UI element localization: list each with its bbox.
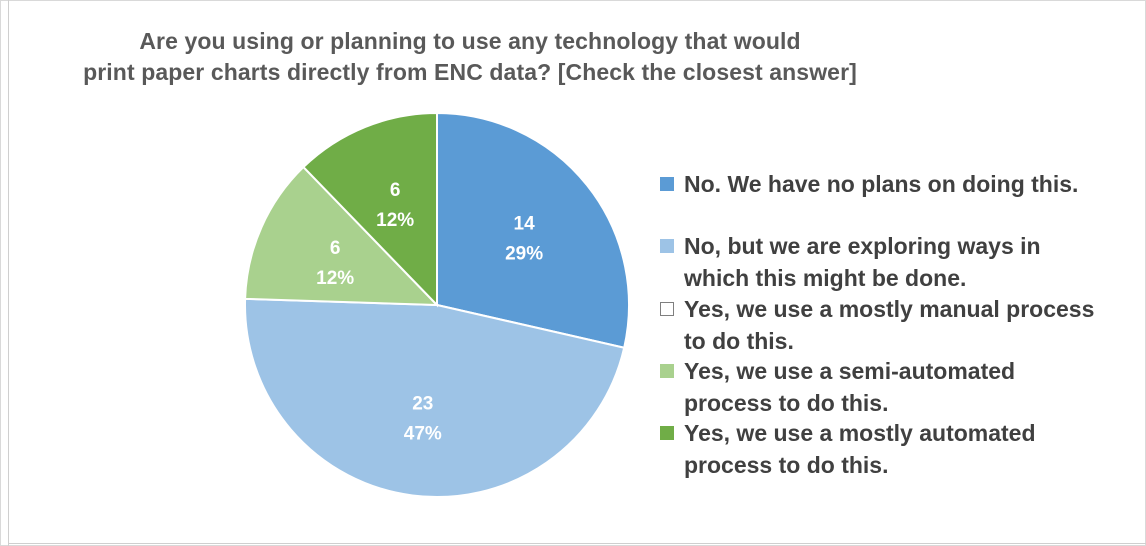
legend-item-3-text-line-0: Yes, we use a semi-automated — [684, 358, 1016, 384]
pie-slice-1-value-label: 23 — [412, 393, 433, 414]
pie-slice-1 — [244, 297, 626, 498]
legend-item-3: Yes, we use a semi-automated process to d… — [660, 355, 1140, 419]
legend-item-2: Yes, we use a mostly manual process to do… — [660, 293, 1140, 357]
legend-item-0-text-line-0: No. We have no plans on doing this. — [684, 171, 1079, 197]
pie-slice-3 — [244, 165, 440, 307]
legend-item-4-text-line-1: process to do this. — [684, 452, 889, 478]
chart-title-line-1: Are you using or planning to use any tec… — [139, 28, 801, 54]
legend-item-2-text-line-1: to do this. — [684, 328, 794, 354]
pie-slice-3-percent-label: 12% — [316, 268, 354, 289]
legend-item-4: Yes, we use a mostly automated process to… — [660, 417, 1140, 481]
legend-item-1-text-line-0: No, but we are exploring ways in — [684, 233, 1041, 259]
chart-title-line-2: print paper charts directly from ENC dat… — [83, 59, 857, 85]
legend-item-3-text-line-1: process to do this. — [684, 390, 889, 416]
legend-swatch-0 — [660, 177, 674, 191]
legend-item-1: No, but we are exploring ways in which th… — [660, 230, 1140, 294]
chart-frame-left-edge — [8, 0, 9, 546]
pie-slice-0-percent-label: 29% — [505, 244, 543, 265]
chart-frame-bottom-edge — [8, 543, 1146, 544]
pie-slice-0 — [436, 111, 630, 349]
pie-slice-3-value-label: 6 — [330, 238, 341, 259]
pie-slice-0-value-label: 14 — [514, 214, 536, 235]
legend-item-4-text-line-0: Yes, we use a mostly automated — [684, 420, 1036, 446]
chart-title: Are you using or planning to use any tec… — [30, 26, 910, 88]
pie-data-labels: 14 29% 23 47% 6 12% 6 12% — [316, 180, 543, 445]
legend-swatch-2 — [660, 302, 674, 316]
legend-swatch-4 — [660, 426, 674, 440]
pie-slice-4-percent-label: 12% — [376, 210, 414, 231]
pie-slice-1-percent-label: 47% — [404, 423, 442, 444]
legend-swatch-1 — [660, 239, 674, 253]
legend-item-0: No. We have no plans on doing this. — [660, 168, 1140, 200]
pie-slice-4 — [302, 111, 438, 308]
legend-item-1-text-line-1: which this might be done. — [684, 265, 967, 291]
pie-slices — [244, 111, 630, 498]
pie-slice-4-value-label: 6 — [390, 180, 401, 201]
legend-swatch-3 — [660, 364, 674, 378]
legend-item-2-text-line-0: Yes, we use a mostly manual process — [684, 296, 1095, 322]
